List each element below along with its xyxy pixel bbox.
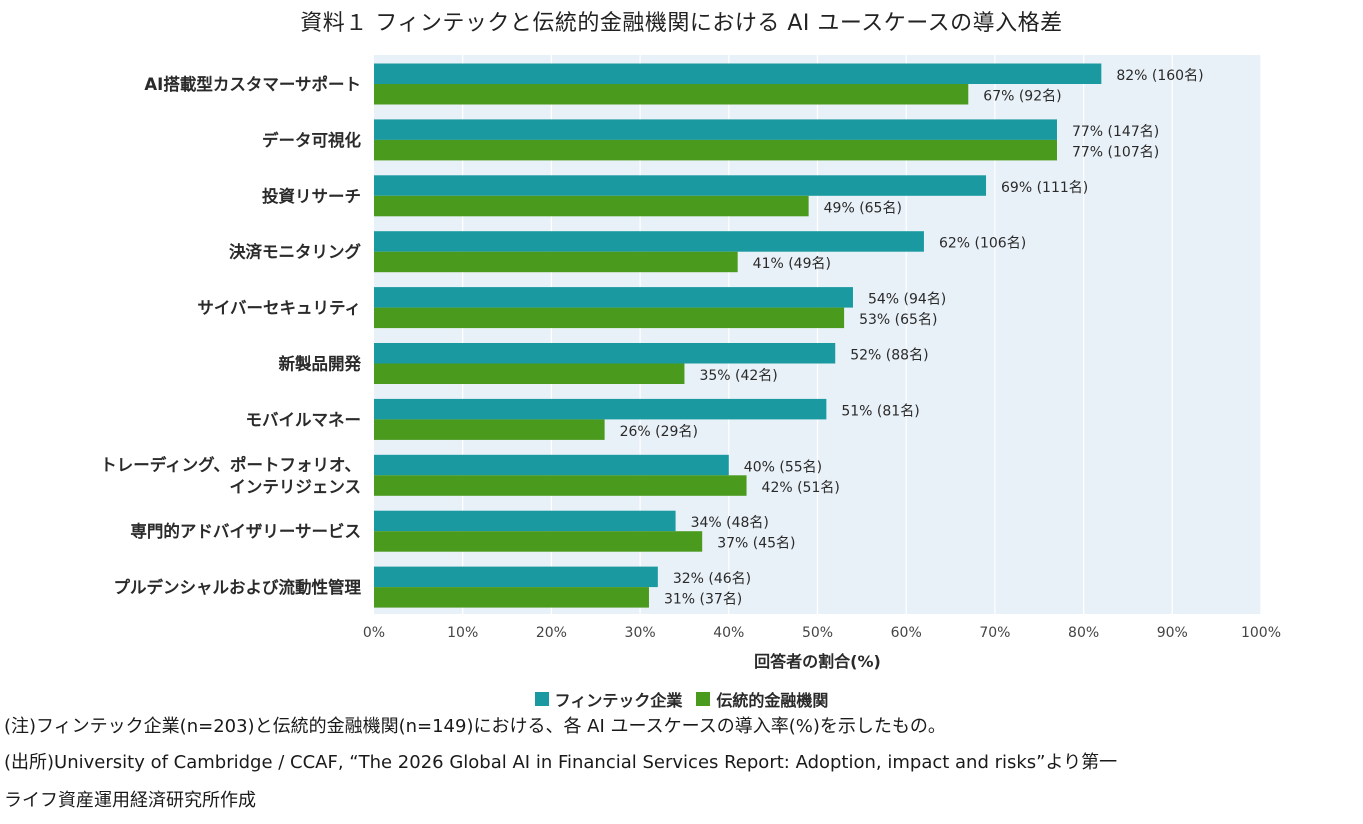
category-label: トレーディング、ポートフォリオ、: [100, 454, 361, 474]
legend-label-traditional: 伝統的金融機関: [716, 691, 829, 710]
data-label-fintech: 54% (94名): [868, 292, 946, 308]
chart-title: 資料１ フィンテックと伝統的金融機関における AI ユースケースの導入格差: [300, 11, 1063, 36]
bar-traditional: [374, 307, 845, 329]
legend-swatch-fintech: [534, 692, 549, 706]
category-label: サイバーセキュリティ: [197, 299, 361, 318]
bar-traditional: [374, 139, 1057, 161]
category-label: モバイルマネー: [246, 410, 362, 429]
x-tick-label: 20%: [536, 625, 567, 641]
x-tick-label: 60%: [891, 625, 922, 641]
category-label: インテリジェンス: [229, 477, 361, 496]
x-tick-label: 100%: [1241, 625, 1281, 641]
bar-fintech: [374, 63, 1102, 84]
category-label: データ可視化: [262, 130, 362, 150]
category-label: AI搭載型カスタマーサポート: [144, 74, 361, 94]
data-label-traditional: 53% (65名): [859, 312, 937, 328]
data-label-traditional: 35% (42名): [699, 368, 777, 384]
category-label: 新製品開発: [279, 354, 362, 374]
category-label: 決済モニタリング: [229, 242, 362, 262]
footnote-note: (注)フィンテック企業(n=203)と伝統的金融機関(n=149)における、各 …: [4, 716, 946, 737]
legend-label-fintech: フィンテック企業: [554, 691, 683, 710]
data-label-fintech: 51% (81名): [841, 403, 919, 419]
data-label-traditional: 67% (92名): [983, 89, 1061, 105]
data-label-traditional: 49% (65名): [824, 200, 902, 216]
x-tick-label: 50%: [802, 625, 833, 641]
data-label-fintech: 34% (48名): [691, 515, 769, 531]
data-label-fintech: 77% (147名): [1072, 124, 1159, 140]
bar-traditional: [374, 195, 809, 217]
x-axis-title: 回答者の割合(%): [754, 652, 881, 671]
data-label-traditional: 41% (49名): [753, 256, 831, 272]
legend-item-fintech: フィンテック企業: [534, 687, 683, 711]
footnote-source: (出所)University of Cambridge / CCAF, “The…: [4, 752, 1118, 773]
data-label-fintech: 32% (46名): [673, 571, 751, 587]
x-tick-label: 90%: [1157, 625, 1188, 641]
category-label: プルデンシャルおよび流動性管理: [114, 577, 362, 597]
bar-fintech: [374, 175, 987, 196]
data-label-fintech: 69% (111名): [1001, 180, 1088, 196]
bar-traditional: [374, 587, 649, 608]
x-tick-label: 80%: [1068, 625, 1099, 641]
bar-traditional: [374, 84, 969, 105]
x-tick-label: 10%: [447, 625, 478, 641]
data-label-fintech: 62% (106名): [939, 236, 1026, 252]
data-label-traditional: 77% (107名): [1072, 144, 1159, 160]
bar-traditional: [374, 251, 738, 273]
bar-fintech: [374, 231, 924, 252]
data-label-fintech: 52% (88名): [850, 348, 928, 364]
category-label: 専門的アドバイザリーサービス: [130, 521, 361, 541]
x-tick-label: 0%: [363, 625, 385, 641]
bar-chart: 0% 10% 20% 30% 40% 50% 60% 70% 80% 90% 100% 回答者の割合(…: [100, 55, 1281, 671]
category-label: 投資リサーチ: [262, 186, 361, 206]
bar-traditional: [374, 475, 747, 496]
x-tick-label: 70%: [979, 625, 1010, 641]
bar-fintech: [374, 510, 676, 532]
bar-fintech: [374, 287, 853, 308]
footnote-source-cont: ライフ資産運用経済研究所作成: [4, 790, 256, 811]
bar-traditional: [374, 531, 703, 552]
data-label-fintech: 82% (160名): [1116, 68, 1203, 84]
x-tick-label: 40%: [713, 625, 744, 641]
bar-fintech: [374, 119, 1057, 140]
bar-traditional: [374, 363, 685, 384]
legend-swatch-traditional: [696, 692, 711, 706]
bar-fintech: [374, 454, 729, 476]
data-label-traditional: 37% (45名): [717, 536, 795, 552]
data-label-traditional: 42% (51名): [762, 480, 840, 496]
data-label-fintech: 40% (55名): [744, 459, 822, 475]
x-tick-label: 30%: [625, 625, 656, 641]
data-label-traditional: 26% (29名): [620, 424, 698, 440]
bar-fintech: [374, 566, 658, 588]
bar-fintech: [374, 343, 836, 364]
bar-fintech: [374, 398, 827, 420]
legend: フィンテック企業 伝統的金融機関: [0, 687, 1363, 711]
bar-traditional: [374, 419, 605, 440]
data-label-traditional: 31% (37名): [664, 592, 742, 608]
legend-item-traditional: 伝統的金融機関: [696, 687, 828, 711]
